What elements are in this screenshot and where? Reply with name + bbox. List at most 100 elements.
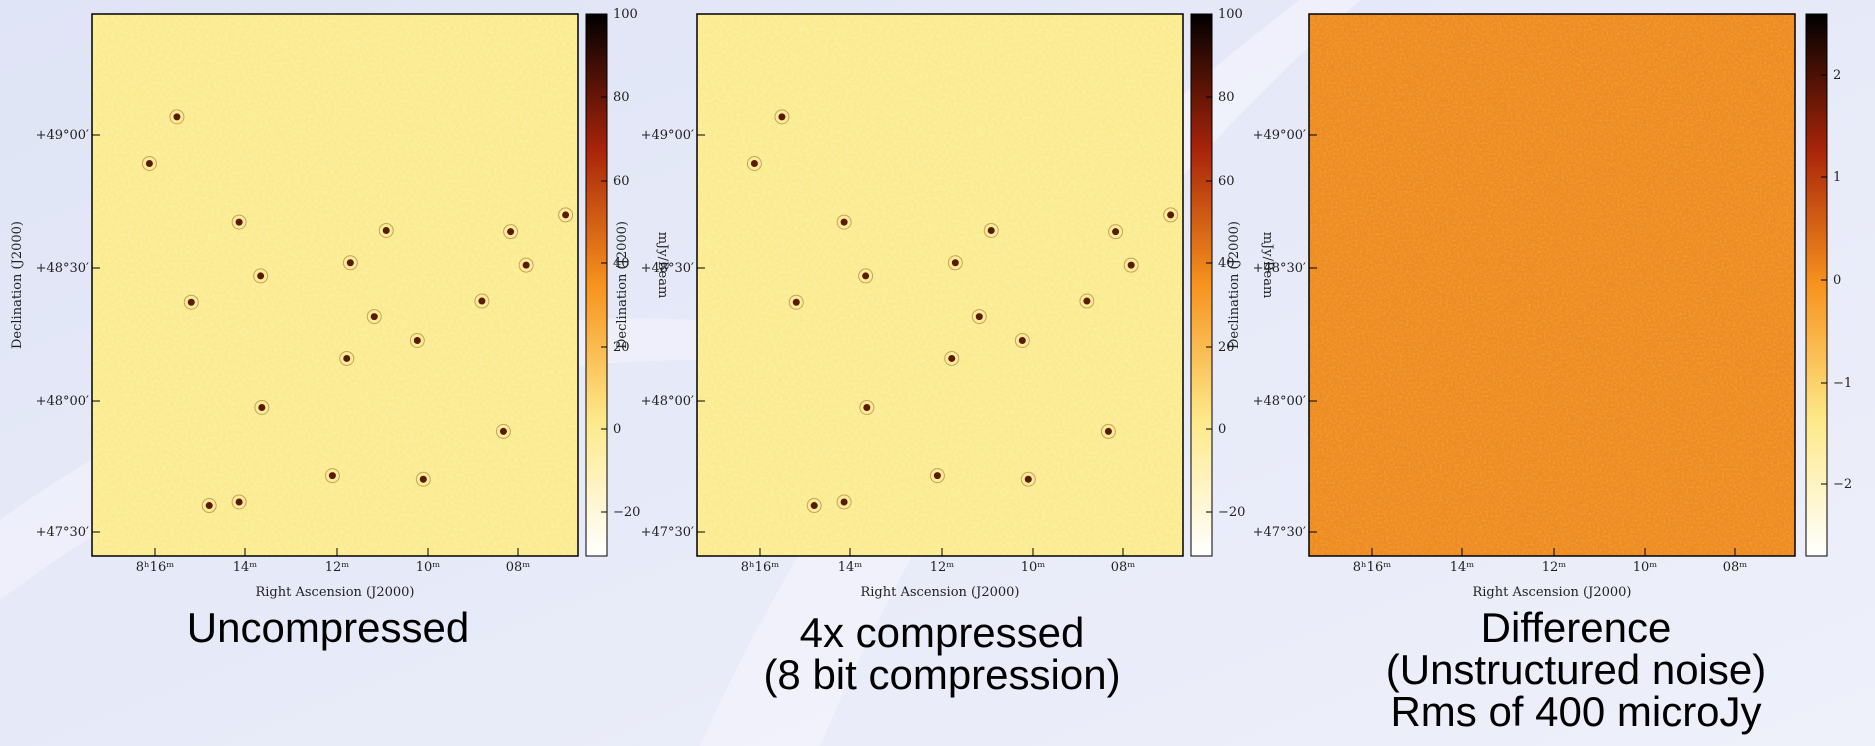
x-tick-label: 14ᵐ [1450, 560, 1475, 575]
source [328, 472, 336, 480]
source [1018, 337, 1026, 345]
source [478, 297, 486, 305]
image-noise [697, 14, 1183, 556]
colorbar-tick-label: 40 [613, 256, 630, 271]
image-frame [696, 13, 1184, 557]
source-ring [339, 350, 355, 366]
source [863, 403, 871, 411]
source-ring [1079, 293, 1095, 309]
x-tick-label: 12ᵐ [325, 560, 350, 575]
x-tick-label: 10ᵐ [1633, 560, 1658, 575]
source [1024, 475, 1032, 483]
source-ring [518, 257, 534, 273]
source [987, 226, 995, 234]
source-ring [971, 309, 987, 325]
x-axis-label: Right Ascension (J2000) [860, 585, 1019, 600]
source [1083, 297, 1091, 305]
x-tick-label: 8ʰ16ᵐ [1353, 560, 1391, 575]
source [522, 261, 530, 269]
colorbar-tick-label: 0 [1833, 273, 1841, 288]
colorbar-tick-label: 40 [1218, 256, 1235, 271]
source [346, 259, 354, 267]
source [840, 498, 848, 506]
source-ring [342, 255, 358, 271]
x-tick-label: 10ᵐ [416, 560, 441, 575]
y-tick-label: +48°30′ [641, 261, 694, 276]
y-tick-label: +48°30′ [36, 261, 89, 276]
x-tick-label: 8ʰ16ᵐ [741, 560, 779, 575]
source [370, 313, 378, 321]
y-tick-label: +48°00′ [1253, 394, 1306, 409]
colorbar-tick-label: −20 [1218, 505, 1245, 520]
source [382, 226, 390, 234]
source [173, 113, 181, 121]
colorbar-tick-label: 80 [613, 90, 630, 105]
y-tick-label: +48°00′ [36, 394, 89, 409]
y-axis-label: Declination (J2000) [1227, 221, 1242, 349]
x-tick-label: 12ᵐ [930, 560, 955, 575]
y-tick-label: +49°00′ [36, 128, 89, 143]
source [235, 218, 243, 226]
colorbar-tick-label: 20 [613, 340, 630, 355]
colorbar-tick-label: 60 [1218, 174, 1235, 189]
source [235, 498, 243, 506]
source [948, 354, 956, 362]
colorbar-tick-label: 20 [1218, 340, 1235, 355]
source-ring [836, 214, 852, 230]
source [750, 160, 758, 167]
source [258, 403, 266, 411]
x-tick-label: 14ᵐ [233, 560, 258, 575]
source [205, 502, 213, 510]
source [778, 113, 786, 121]
y-tick-label: +49°00′ [641, 128, 694, 143]
x-tick-label: 14ᵐ [838, 560, 863, 575]
source [951, 259, 959, 267]
colorbar-tick-label: 60 [613, 174, 630, 189]
source [1104, 427, 1112, 435]
colorbar-tick-label: 80 [1218, 90, 1235, 105]
source-ring [201, 498, 217, 514]
x-tick-label: 08ᵐ [1111, 560, 1136, 575]
source-ring [231, 214, 247, 230]
source [257, 272, 265, 280]
colorbar-tick-label: 2 [1833, 68, 1841, 83]
colorbar-tick-label: 0 [1218, 422, 1226, 437]
source [792, 298, 800, 306]
x-axis-label: Right Ascension (J2000) [255, 585, 414, 600]
source-ring [169, 109, 185, 125]
source-ring [929, 468, 945, 484]
caption: (Unstructured noise) [1386, 646, 1766, 693]
colorbar-tick-label: −2 [1833, 477, 1852, 492]
source-ring [558, 207, 574, 223]
colorbar-tick-label: 100 [613, 7, 638, 22]
colorbar [1805, 13, 1828, 557]
source-ring [1123, 257, 1139, 273]
y-tick-label: +47°30′ [641, 525, 694, 540]
colorbar-tick-label: −20 [613, 505, 640, 520]
source-ring [859, 399, 875, 415]
y-axis-label: Declination (J2000) [615, 221, 630, 349]
source [1167, 211, 1175, 219]
source-ring [1020, 471, 1036, 487]
y-tick-label: +48°00′ [641, 394, 694, 409]
x-tick-label: 08ᵐ [1723, 560, 1748, 575]
image-frame [91, 13, 579, 557]
source [975, 313, 983, 321]
source-ring [1108, 224, 1124, 240]
y-axis-label: Declination (J2000) [10, 221, 25, 349]
source [187, 298, 195, 306]
x-tick-label: 12ᵐ [1542, 560, 1567, 575]
source [145, 160, 153, 167]
source [507, 228, 515, 236]
colorbar-tick-label: 0 [613, 422, 621, 437]
source-ring [474, 293, 490, 309]
source-ring [324, 468, 340, 484]
source-ring [1014, 333, 1030, 349]
source-ring [788, 294, 804, 310]
colorbar-label: mJy/Beam [655, 232, 670, 299]
source [413, 337, 421, 345]
source-ring [858, 268, 874, 284]
source [862, 272, 870, 280]
source-ring [746, 156, 762, 171]
